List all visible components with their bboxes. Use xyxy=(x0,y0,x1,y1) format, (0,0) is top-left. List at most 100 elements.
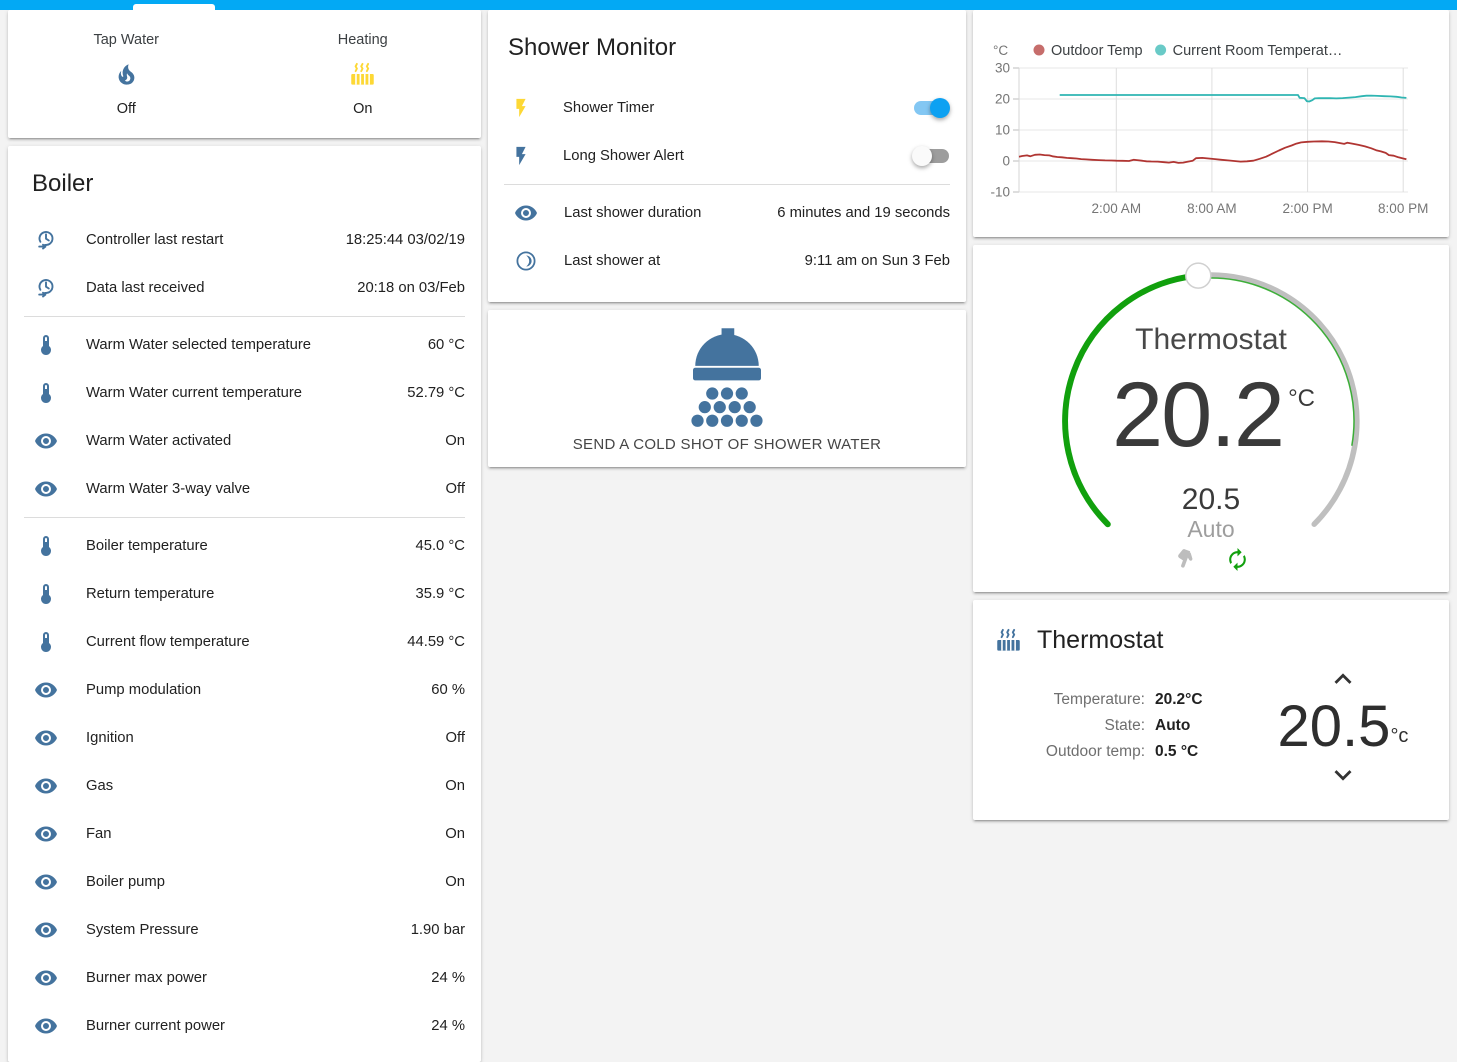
entity-state: Off xyxy=(116,100,136,117)
update-clock-icon xyxy=(34,276,58,300)
card-title: Shower Monitor xyxy=(508,34,677,61)
attribute-label: Outdoor temp: xyxy=(1045,743,1145,760)
shower-head-icon xyxy=(672,326,782,428)
entity-row[interactable]: Current flow temperature 44.59 °C xyxy=(8,618,481,666)
entity-value: 20:18 on 03/Feb xyxy=(357,280,465,296)
attribute-value: 20.2°C xyxy=(1155,691,1203,708)
entity-label: Ignition xyxy=(86,730,134,746)
entity-value: Off xyxy=(445,481,465,497)
entity-label: Warm Water 3-way valve xyxy=(86,481,251,497)
attribute-label: Temperature: xyxy=(1053,691,1145,708)
entity-row[interactable]: Warm Water current temperature 52.79 °C xyxy=(8,369,481,417)
entity-row[interactable]: Boiler temperature 45.0 °C xyxy=(8,522,481,570)
entity-value: On xyxy=(445,778,465,794)
entity-state: On xyxy=(353,100,373,117)
setpoint-value: 20.5°c xyxy=(1277,694,1409,759)
entity-value: 60 °C xyxy=(427,337,465,353)
entity-label: Burner current power xyxy=(86,1018,225,1034)
svg-text:8:00 AM: 8:00 AM xyxy=(1187,201,1237,216)
thermostat-attributes: Temperature: 20.2°C State: Auto Outdoor te… xyxy=(985,691,1449,761)
svg-text:Current Room Temperat…: Current Room Temperat… xyxy=(1173,43,1343,59)
entity-name: Heating xyxy=(337,31,388,48)
flash-icon xyxy=(510,97,532,119)
entity-value: 35.9 °C xyxy=(415,586,465,602)
manual-hand-icon[interactable] xyxy=(1173,547,1198,572)
entity-row[interactable]: Warm Water selected temperature 60 °C xyxy=(8,321,481,369)
temperature-history-chart-card: 30 20 10 0 -10 2:00 AM 8:00 AM 2:00 PM 8:00 PM °C… xyxy=(973,10,1449,237)
dial-title: Thermostat xyxy=(1135,323,1287,356)
setpoint-unit: °c xyxy=(1390,725,1409,747)
entity-row[interactable]: Pump modulation 60 % xyxy=(8,666,481,714)
eye-icon xyxy=(34,1014,58,1038)
flash-icon xyxy=(510,145,532,167)
entity-label: Last shower at xyxy=(564,253,661,269)
entity-value: 24 % xyxy=(431,1018,465,1034)
chevron-down-icon[interactable] xyxy=(1326,758,1360,792)
svg-text:20: 20 xyxy=(995,92,1010,107)
entity-row[interactable]: Last shower duration 6 minutes and 19 se… xyxy=(488,189,966,237)
entity-row[interactable]: Controller last restart 18:25:44 03/02/1… xyxy=(8,216,481,264)
toggle-switch[interactable] xyxy=(913,98,950,118)
card-title: Thermostat xyxy=(1037,626,1164,654)
entity-row[interactable]: Burner current power 24 % xyxy=(8,1002,481,1050)
update-clock-icon xyxy=(34,228,58,252)
entity-value: Off xyxy=(445,730,465,746)
entity-row[interactable]: Fan On xyxy=(8,810,481,858)
entity-value: 18:25:44 03/02/19 xyxy=(345,232,465,248)
toggle-row[interactable]: Shower Timer xyxy=(488,84,966,132)
entity-name: Tap Water xyxy=(93,31,160,48)
eye-icon xyxy=(514,201,538,225)
attribute-label: State: xyxy=(1104,717,1146,734)
entity-row[interactable]: Return temperature 35.9 °C xyxy=(8,570,481,618)
chevron-up-icon[interactable] xyxy=(1326,662,1360,696)
dial-handle[interactable] xyxy=(1185,262,1212,289)
entity-value: On xyxy=(445,874,465,890)
thermostat-info-card: Thermostat Temperature: 20.2°C State: Aut… xyxy=(973,600,1449,820)
svg-text:Outdoor Temp: Outdoor Temp xyxy=(1051,43,1143,59)
eye-icon xyxy=(34,774,58,798)
entity-label: Boiler pump xyxy=(86,874,165,890)
divider xyxy=(504,184,950,185)
svg-text:2:00 PM: 2:00 PM xyxy=(1282,201,1332,216)
entity-value: 44.59 °C xyxy=(407,634,465,650)
dial-unit: °C xyxy=(1288,385,1315,413)
toggle-row[interactable]: Long Shower Alert xyxy=(488,132,966,180)
active-tab-indicator[interactable] xyxy=(133,4,215,10)
glance-item[interactable]: Tap Water Off xyxy=(8,32,245,117)
entity-label: Warm Water activated xyxy=(86,433,232,449)
svg-text:8:00 PM: 8:00 PM xyxy=(1378,201,1428,216)
entity-value: 52.79 °C xyxy=(407,385,465,401)
entity-row[interactable]: System Pressure 1.90 bar xyxy=(8,906,481,954)
tapwater-heating-glance-card: Tap Water Off Heating On xyxy=(8,10,481,138)
radiator-icon xyxy=(995,627,1022,654)
svg-text:2:00 AM: 2:00 AM xyxy=(1092,201,1142,216)
entity-label: Gas xyxy=(86,778,114,794)
entity-row[interactable]: Boiler pump On xyxy=(8,858,481,906)
entity-value: 24 % xyxy=(431,970,465,986)
entity-label: Current flow temperature xyxy=(86,634,250,650)
attribute-value: 0.5 °C xyxy=(1155,743,1199,760)
entity-row[interactable]: Data last received 20:18 on 03/Feb xyxy=(8,264,481,312)
autorenew-icon[interactable] xyxy=(1225,547,1250,572)
attribute-value: Auto xyxy=(1155,717,1191,734)
thermometer-icon xyxy=(34,534,58,558)
entity-row[interactable]: Gas On xyxy=(8,762,481,810)
svg-text:30: 30 xyxy=(995,61,1010,76)
entity-row[interactable]: Warm Water 3-way valve Off xyxy=(8,465,481,513)
svg-text:°C: °C xyxy=(993,43,1008,58)
svg-text:10: 10 xyxy=(995,123,1010,138)
toggle-switch[interactable] xyxy=(912,146,950,166)
eye-icon xyxy=(34,870,58,894)
entity-row[interactable]: Burner max power 24 % xyxy=(8,954,481,1002)
eye-icon xyxy=(34,477,58,501)
setpoint-control: 20.5°c xyxy=(1263,662,1423,792)
app-header-bottom xyxy=(0,0,1457,10)
entity-row[interactable]: Ignition Off xyxy=(8,714,481,762)
entity-row[interactable]: Last shower at 9:11 am on Sun 3 Feb xyxy=(488,237,966,285)
entity-label: Burner max power xyxy=(86,970,207,986)
entity-row[interactable]: Warm Water activated On xyxy=(8,417,481,465)
entity-value: On xyxy=(445,433,465,449)
cold-shot-button-card[interactable]: SEND A COLD SHOT OF SHOWER WATER xyxy=(488,310,966,467)
thermometer-icon xyxy=(34,582,58,606)
glance-item[interactable]: Heating On xyxy=(245,32,482,117)
